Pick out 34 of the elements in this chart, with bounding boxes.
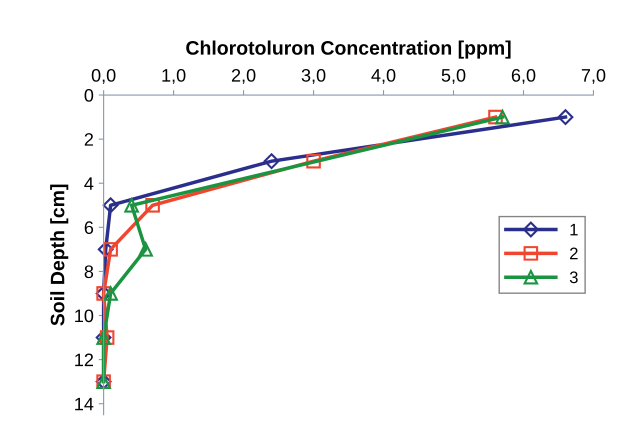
x-tick-label: 4,0 bbox=[371, 68, 396, 84]
y-tick-label: 12 bbox=[75, 354, 93, 366]
y-tick-label: 14 bbox=[75, 398, 94, 410]
point bbox=[145, 198, 160, 213]
point bbox=[488, 110, 503, 124]
x-axis-title: Chlorotoluron Concentration [ppm] bbox=[186, 40, 511, 59]
x-tick-label: 1,0 bbox=[162, 68, 186, 84]
point bbox=[98, 241, 114, 258]
point bbox=[103, 286, 118, 301]
legend-label: 3 bbox=[570, 271, 578, 284]
point bbox=[495, 110, 510, 124]
point bbox=[124, 198, 139, 213]
x-tick-label: 7,0 bbox=[582, 68, 606, 84]
y-tick-label: 10 bbox=[75, 309, 94, 322]
y-axis-title: Soil Depth [cm] bbox=[50, 184, 68, 326]
point bbox=[558, 109, 574, 126]
y-tick-label: 2 bbox=[84, 133, 93, 146]
y-tick-label: 6 bbox=[84, 221, 94, 234]
x-tick-label: 3,0 bbox=[302, 68, 326, 84]
y-tick-label: 4 bbox=[84, 177, 94, 190]
x-tick-label: 6,0 bbox=[512, 68, 536, 84]
point bbox=[100, 330, 114, 345]
x-tick-label: 0,0 bbox=[92, 68, 116, 84]
x-tick-label: 5,0 bbox=[442, 68, 466, 84]
point bbox=[264, 153, 280, 170]
y-tick-label: 8 bbox=[84, 265, 94, 278]
x-tick-label: 2,0 bbox=[232, 68, 256, 84]
legend-label: 1 bbox=[570, 224, 578, 236]
legend-label: 2 bbox=[570, 248, 578, 260]
point bbox=[103, 242, 118, 257]
point bbox=[306, 154, 321, 168]
point bbox=[102, 197, 119, 214]
point bbox=[138, 242, 153, 257]
y-tick-label: 0 bbox=[84, 88, 94, 102]
